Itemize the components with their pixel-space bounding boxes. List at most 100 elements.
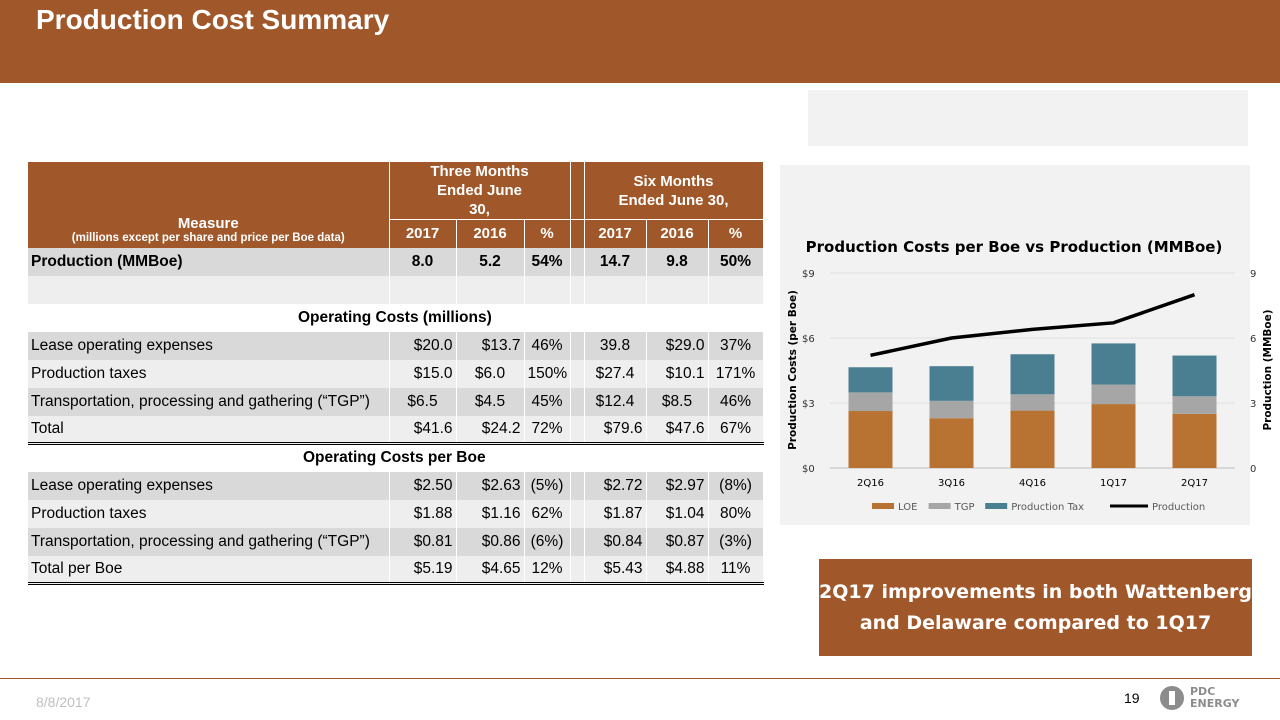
production-line [870, 293, 1196, 358]
measure-header: Measure (millions except per share and p… [28, 162, 390, 248]
cell: $0.86 [456, 527, 525, 556]
cost-vs-production-chart: Production Costs per Boe vs Production (… [787, 238, 1274, 513]
bar-segment [1010, 394, 1055, 411]
x-tick-label: 1Q17 [1100, 478, 1127, 489]
y-tick-label: $9 [802, 269, 815, 280]
y2-tick-label: 3 [1250, 399, 1256, 410]
cell: $12.4 [584, 387, 647, 416]
table-row-total: Total $41.6 $24.2 72% $79.6 $47.6 67% [28, 415, 764, 445]
spacer-cell [570, 247, 585, 276]
cell: 62% [524, 499, 571, 528]
legend-swatch [928, 503, 951, 509]
cell: 8.0 [389, 247, 457, 276]
cell: $0.87 [646, 527, 709, 556]
spacer-header [570, 219, 585, 248]
x-tick-label: 3Q16 [938, 478, 965, 489]
bar-segment [929, 400, 974, 419]
bar-segment [848, 392, 893, 412]
cell: 72% [524, 415, 571, 445]
spacer-cell [570, 527, 585, 556]
cell: 45% [524, 387, 571, 416]
cell: $2.50 [389, 471, 457, 500]
spacer-header [570, 162, 585, 220]
bar-segment [1091, 404, 1136, 468]
cell: $15.0 [389, 359, 457, 388]
col-header: % [524, 219, 571, 248]
col-header: 2016 [646, 219, 709, 248]
section-row: Operating Costs per Boe [28, 443, 764, 472]
cell: 67% [708, 415, 764, 445]
cell: $1.16 [456, 499, 525, 528]
cell: 80% [708, 499, 764, 528]
spacer-cell [570, 359, 585, 388]
cell: 9.8 [646, 247, 709, 276]
cell: $1.88 [389, 499, 457, 528]
cell: $6.0 [456, 359, 525, 388]
bar-segment [1172, 396, 1217, 414]
page-title: Production Cost Summary [36, 4, 390, 35]
spacer-cell [570, 471, 585, 500]
bar-segment [848, 411, 893, 468]
cell: 171% [708, 359, 764, 388]
cell: (6%) [524, 527, 571, 556]
y-tick-label: $3 [802, 399, 815, 410]
cell: $79.6 [584, 415, 647, 445]
footer-divider [0, 678, 1280, 679]
bar-segment [1010, 410, 1055, 468]
cell: 39.8 [584, 331, 647, 360]
measure-sublabel: (millions except per share and price per… [71, 231, 345, 244]
table-row: Production taxes $15.0 $6.0 150% $27.4 $… [28, 359, 764, 388]
cell: 46% [708, 387, 764, 416]
title-bar: Production Cost Summary [0, 0, 1280, 83]
cell: $2.97 [646, 471, 709, 500]
cell: $41.6 [389, 415, 457, 445]
legend-label: Production Tax [1011, 502, 1084, 513]
y2-tick-label: 0 [1250, 464, 1256, 475]
cell: $5.43 [584, 555, 647, 585]
legend-swatch [985, 503, 1008, 509]
row-label: Transportation, processing and gathering… [28, 527, 390, 556]
cell: 5.2 [456, 247, 525, 276]
cell: $10.1 [646, 359, 709, 388]
legend-label: TGP [954, 502, 975, 513]
section-title: Operating Costs (millions) [28, 303, 764, 332]
cell: $4.5 [456, 387, 525, 416]
cell: $6.5 [389, 387, 457, 416]
cell: (3%) [708, 527, 764, 556]
pdc-energy-logo: PDC ENERGY [1160, 684, 1270, 714]
cell: $29.0 [646, 331, 709, 360]
cell: 37% [708, 331, 764, 360]
table-row: Lease operating expenses $2.50 $2.63 (5%… [28, 471, 764, 500]
x-tick-label: 2Q16 [857, 478, 884, 489]
col-header: % [708, 219, 764, 248]
bar-segment [848, 367, 893, 393]
spacer-cell [570, 555, 585, 585]
cell: 12% [524, 555, 571, 585]
cell: (8%) [708, 471, 764, 500]
callout-box: 2Q17 improvements in both Wattenberg and… [819, 559, 1252, 656]
cell: $47.6 [646, 415, 709, 445]
cell: $4.88 [646, 555, 709, 585]
measure-label: Measure [177, 214, 239, 232]
col-header: 2016 [456, 219, 525, 248]
chart-title: Production Costs per Boe vs Production (… [806, 238, 1223, 256]
bar-segment [1091, 384, 1136, 405]
table-row-total: Total per Boe $5.19 $4.65 12% $5.43 $4.8… [28, 555, 764, 585]
six-months-header: Six Months Ended June 30, [584, 162, 764, 220]
cell: $8.5 [646, 387, 709, 416]
y-axis-label: Production Costs (per Boe) [787, 290, 799, 450]
y2-tick-label: 6 [1250, 334, 1256, 345]
table-row: Production (MMBoe) 8.0 5.2 54% 14.7 9.8 … [28, 247, 764, 276]
bar-segment [929, 418, 974, 468]
callout-line: 2Q17 improvements in both Wattenberg [819, 581, 1252, 603]
footer-date: 8/8/2017 [36, 694, 91, 710]
section-title: Operating Costs per Boe [28, 443, 764, 472]
legend-swatch [872, 503, 894, 509]
spacer-cell [570, 387, 585, 416]
row-label: Production taxes [28, 499, 390, 528]
logo-line: ENERGY [1190, 697, 1240, 710]
y2-axis-label: Production (MMBoe) [1262, 309, 1274, 430]
bar-segment [1172, 413, 1217, 468]
legend-label: Production [1152, 502, 1205, 513]
cell: $2.63 [456, 471, 525, 500]
